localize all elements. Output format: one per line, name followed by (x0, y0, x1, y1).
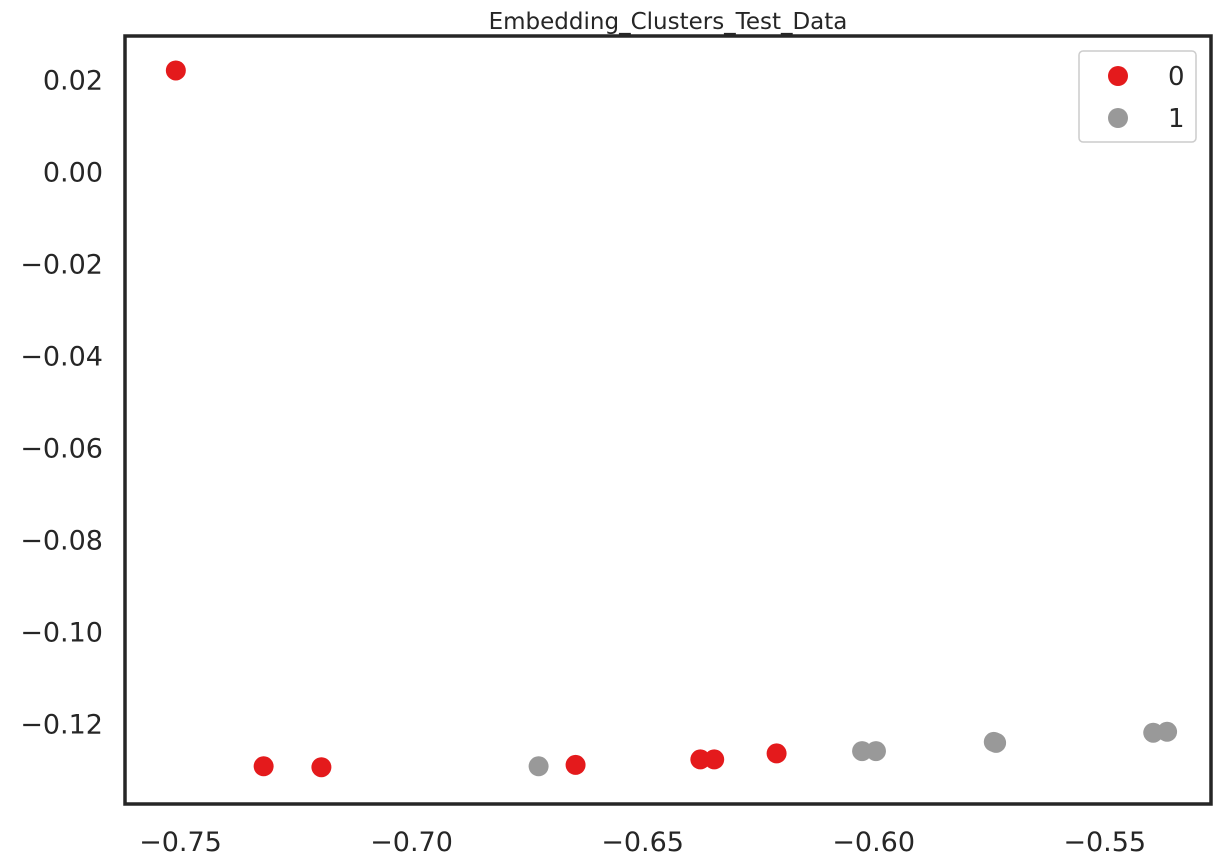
legend-label: 0 (1168, 62, 1185, 92)
y-axis: 0.02 0.00 −0.02 −0.04 −0.06 −0.08 −0.10 −0.12 (20, 66, 103, 741)
x-tick-label: −0.60 (832, 827, 915, 858)
plot-area (165, 60, 1178, 778)
legend-label: 1 (1168, 104, 1185, 134)
data-point-series-0 (565, 754, 586, 775)
y-tick-label: −0.04 (20, 342, 103, 373)
x-tick-label: −0.65 (601, 827, 684, 858)
x-axis: −0.75 −0.70 −0.65 −0.60 −0.55 (139, 827, 1146, 858)
x-tick-label: −0.55 (1063, 827, 1146, 858)
data-point-series-1 (865, 741, 886, 762)
data-point-series-0 (766, 743, 787, 764)
data-point-series-0 (690, 749, 711, 770)
data-point-series-1 (1157, 721, 1178, 742)
legend: 01 (1078, 50, 1197, 143)
data-point-series-1 (986, 732, 1007, 753)
y-tick-label: −0.02 (20, 250, 103, 281)
x-tick-label: −0.75 (139, 827, 222, 858)
y-tick-label: −0.06 (20, 434, 103, 465)
y-tick-label: −0.08 (20, 526, 103, 557)
data-point-series-0 (704, 749, 725, 770)
data-point-series-0 (311, 757, 332, 778)
data-point-series-1 (528, 756, 549, 777)
data-point-series-0 (165, 60, 186, 81)
data-point-series-0 (253, 756, 274, 777)
y-tick-label: 0.02 (43, 66, 103, 97)
plot-frame (123, 34, 1213, 806)
x-tick-label: −0.70 (370, 827, 453, 858)
legend-marker (1108, 66, 1128, 86)
y-tick-label: −0.12 (20, 710, 103, 741)
y-tick-label: 0.00 (43, 158, 103, 189)
data-point-series-1 (852, 741, 873, 762)
legend-marker (1108, 108, 1128, 128)
chart-title: Embedding_Clusters_Test_Data (489, 9, 848, 35)
y-tick-label: −0.10 (20, 618, 103, 649)
